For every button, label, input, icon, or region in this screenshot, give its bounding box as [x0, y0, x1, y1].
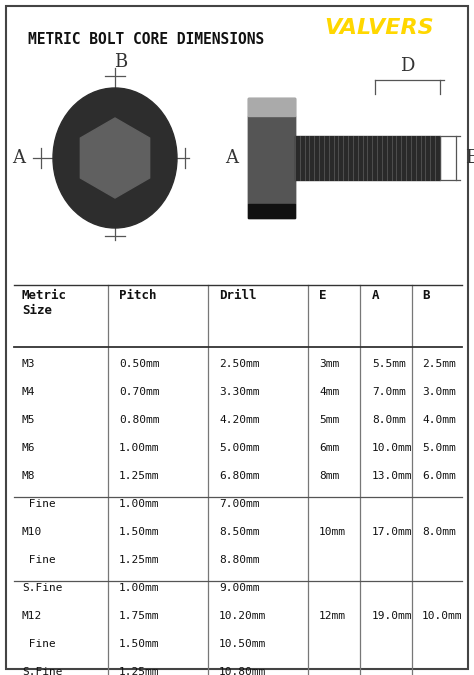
Text: 0.80mm: 0.80mm	[119, 414, 159, 425]
Bar	[248, 98, 295, 218]
Text: 0.70mm: 0.70mm	[119, 387, 159, 397]
Text: Metric
Size: Metric Size	[22, 289, 67, 317]
Text: 6mm: 6mm	[319, 443, 339, 453]
Text: Fine: Fine	[22, 499, 56, 508]
Text: 2.5mm: 2.5mm	[422, 358, 456, 369]
Text: 17.0mm: 17.0mm	[372, 526, 412, 537]
Bar	[248, 116, 295, 204]
Text: 3mm: 3mm	[319, 358, 339, 369]
Text: Fine: Fine	[22, 639, 56, 649]
Text: M4: M4	[22, 387, 36, 397]
Text: E: E	[465, 149, 474, 167]
Text: A: A	[226, 149, 238, 167]
Text: M10: M10	[22, 526, 42, 537]
Text: 19.0mm: 19.0mm	[372, 611, 412, 620]
Text: METRIC BOLT CORE DIMENSIONS: METRIC BOLT CORE DIMENSIONS	[28, 32, 264, 47]
Ellipse shape	[53, 88, 177, 228]
Text: 10.50mm: 10.50mm	[219, 639, 266, 649]
Text: M8: M8	[22, 470, 36, 481]
Text: 0.50mm: 0.50mm	[119, 358, 159, 369]
FancyBboxPatch shape	[6, 6, 468, 669]
Text: 8.80mm: 8.80mm	[219, 555, 259, 564]
Polygon shape	[81, 118, 150, 198]
Text: Pitch: Pitch	[119, 289, 156, 302]
Text: 4.0mm: 4.0mm	[422, 414, 456, 425]
Text: B: B	[422, 289, 429, 302]
Text: M5: M5	[22, 414, 36, 425]
Text: 7.0mm: 7.0mm	[372, 387, 406, 397]
Bar	[295, 136, 440, 180]
Text: 12mm: 12mm	[319, 611, 346, 620]
Text: 5.5mm: 5.5mm	[372, 358, 406, 369]
Text: A: A	[372, 289, 380, 302]
Text: 10.0mm: 10.0mm	[422, 611, 463, 620]
Text: 8.0mm: 8.0mm	[422, 526, 456, 537]
Text: Fine: Fine	[22, 555, 56, 564]
Text: 4.20mm: 4.20mm	[219, 414, 259, 425]
Bar	[248, 204, 295, 218]
Text: 9.00mm: 9.00mm	[219, 583, 259, 593]
Text: 10.80mm: 10.80mm	[219, 667, 266, 675]
Text: M12: M12	[22, 611, 42, 620]
Text: 5.00mm: 5.00mm	[219, 443, 259, 453]
Text: 1.25mm: 1.25mm	[119, 667, 159, 675]
Text: 1.25mm: 1.25mm	[119, 555, 159, 564]
Text: S.Fine: S.Fine	[22, 667, 63, 675]
Text: 4mm: 4mm	[319, 387, 339, 397]
Text: 1.00mm: 1.00mm	[119, 499, 159, 508]
Text: 10.20mm: 10.20mm	[219, 611, 266, 620]
Text: B: B	[114, 53, 128, 71]
Text: 6.0mm: 6.0mm	[422, 470, 456, 481]
Text: 2.50mm: 2.50mm	[219, 358, 259, 369]
Text: 1.00mm: 1.00mm	[119, 443, 159, 453]
Text: Drill: Drill	[219, 289, 256, 302]
Text: 8.50mm: 8.50mm	[219, 526, 259, 537]
Text: E: E	[319, 289, 327, 302]
Text: 1.50mm: 1.50mm	[119, 639, 159, 649]
Text: 3.30mm: 3.30mm	[219, 387, 259, 397]
Text: 5mm: 5mm	[319, 414, 339, 425]
Text: 1.75mm: 1.75mm	[119, 611, 159, 620]
Text: 5.0mm: 5.0mm	[422, 443, 456, 453]
Text: A: A	[12, 149, 26, 167]
Text: 3.0mm: 3.0mm	[422, 387, 456, 397]
Text: VALVERS: VALVERS	[324, 18, 434, 38]
Text: 1.25mm: 1.25mm	[119, 470, 159, 481]
Text: 7.00mm: 7.00mm	[219, 499, 259, 508]
Text: S.Fine: S.Fine	[22, 583, 63, 593]
Text: M6: M6	[22, 443, 36, 453]
Text: D: D	[401, 57, 415, 75]
Text: 10.0mm: 10.0mm	[372, 443, 412, 453]
Text: M3: M3	[22, 358, 36, 369]
Text: 8.0mm: 8.0mm	[372, 414, 406, 425]
Text: 13.0mm: 13.0mm	[372, 470, 412, 481]
Text: 6.80mm: 6.80mm	[219, 470, 259, 481]
Bar	[248, 98, 295, 116]
Text: 8mm: 8mm	[319, 470, 339, 481]
Text: 10mm: 10mm	[319, 526, 346, 537]
Text: 1.00mm: 1.00mm	[119, 583, 159, 593]
Text: 1.50mm: 1.50mm	[119, 526, 159, 537]
